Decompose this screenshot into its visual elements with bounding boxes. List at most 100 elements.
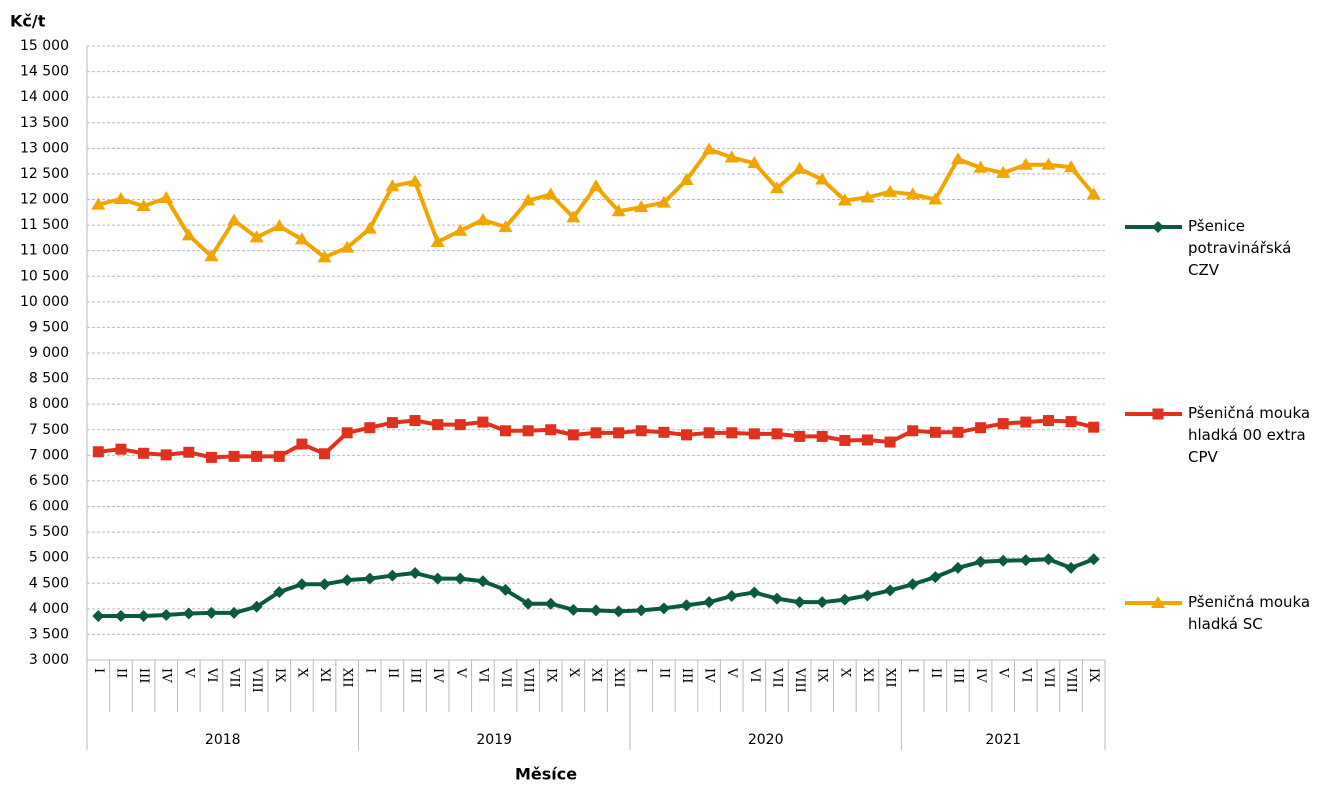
x-tick-label: VI xyxy=(204,667,219,683)
x-tick-label: IV xyxy=(159,668,174,683)
marker xyxy=(748,586,761,599)
legend-entry: Pšeničná mouka hladká SC xyxy=(1188,593,1310,633)
x-tick-label: II xyxy=(656,668,671,678)
y-tick-label: 8 500 xyxy=(29,371,69,387)
marker xyxy=(92,446,104,458)
marker xyxy=(522,597,535,610)
marker xyxy=(860,190,875,203)
marker xyxy=(251,450,263,462)
marker xyxy=(273,585,286,598)
marker xyxy=(136,199,151,212)
y-tick-label: 7 500 xyxy=(29,422,69,438)
marker xyxy=(1042,553,1055,566)
marker xyxy=(1152,408,1164,420)
marker xyxy=(566,210,581,223)
marker xyxy=(409,567,422,580)
marker xyxy=(160,449,172,461)
marker xyxy=(227,213,242,226)
marker xyxy=(837,193,852,206)
marker xyxy=(1087,553,1100,566)
marker xyxy=(272,219,287,232)
marker xyxy=(611,204,626,217)
marker xyxy=(228,450,240,462)
x-tick-label: VIII xyxy=(1064,667,1079,693)
x-tick-label: II xyxy=(113,668,128,678)
marker xyxy=(114,609,127,622)
marker xyxy=(973,160,988,173)
marker xyxy=(205,606,218,619)
x-tick-label: I xyxy=(634,668,649,673)
marker xyxy=(567,603,580,616)
marker xyxy=(431,572,444,585)
marker xyxy=(205,451,217,463)
marker xyxy=(115,443,127,455)
marker xyxy=(454,572,467,585)
x-tick-label: XI xyxy=(317,668,332,682)
marker xyxy=(929,571,942,584)
marker xyxy=(91,197,106,210)
marker xyxy=(319,448,331,460)
x-tick-label: IX xyxy=(543,668,558,683)
marker xyxy=(409,415,421,427)
x-tick-label: VI xyxy=(475,667,490,683)
marker xyxy=(1042,415,1054,427)
marker xyxy=(929,426,941,438)
marker xyxy=(657,602,670,615)
y-tick-label: 12 000 xyxy=(20,192,69,208)
marker xyxy=(498,220,513,233)
marker xyxy=(1019,554,1032,567)
marker xyxy=(182,607,195,620)
marker xyxy=(883,184,898,197)
marker xyxy=(362,221,377,234)
legend-label: Pšenice potravinářská CZV xyxy=(1188,217,1292,279)
series xyxy=(92,415,1100,463)
marker xyxy=(769,181,784,194)
marker xyxy=(1065,561,1078,574)
legend-label: Pšeničná mouka hladká 00 extra CPV xyxy=(1188,404,1311,466)
marker xyxy=(950,152,965,165)
series xyxy=(92,553,1100,622)
x-tick-label: IX xyxy=(272,668,287,683)
marker xyxy=(839,434,851,446)
marker xyxy=(408,174,423,187)
y-tick-label: 5 000 xyxy=(29,550,69,566)
marker xyxy=(273,450,285,462)
marker xyxy=(160,608,173,621)
y-tick-label: 11 000 xyxy=(20,243,69,259)
y-tick-label: 10 000 xyxy=(20,294,69,310)
marker xyxy=(159,190,174,203)
marker xyxy=(726,427,738,439)
y-tick-label: 9 000 xyxy=(29,345,69,361)
x-tick-label: III xyxy=(136,668,151,683)
x-tick-label: XII xyxy=(611,668,626,688)
marker xyxy=(724,150,739,163)
marker xyxy=(1088,421,1100,433)
marker xyxy=(113,191,128,204)
legend-entry: Pšenice potravinářská CZV xyxy=(1188,217,1292,279)
marker xyxy=(589,179,603,192)
legend-entry: Pšeničná mouka hladká 00 extra CPV xyxy=(1188,404,1311,466)
marker xyxy=(432,419,444,431)
marker xyxy=(1152,221,1164,233)
x-tick-label: VII xyxy=(1041,667,1056,688)
x-tick-label: III xyxy=(408,668,423,683)
series-line xyxy=(97,147,1096,260)
marker xyxy=(341,427,353,439)
year-label: 2018 xyxy=(205,732,241,748)
marker xyxy=(815,172,830,185)
x-tick-label: X xyxy=(566,668,581,678)
marker xyxy=(341,574,354,587)
x-tick-label: III xyxy=(950,668,965,683)
marker xyxy=(680,599,693,612)
x-tick-label: XII xyxy=(883,668,898,688)
marker xyxy=(974,555,987,568)
marker xyxy=(544,597,557,610)
marker xyxy=(545,424,557,436)
marker xyxy=(613,427,625,439)
marker xyxy=(477,416,489,428)
y-tick-label: 11 500 xyxy=(20,217,69,233)
marker xyxy=(703,427,715,439)
marker xyxy=(294,232,309,245)
y-axis-label: Kč/t xyxy=(10,12,46,31)
